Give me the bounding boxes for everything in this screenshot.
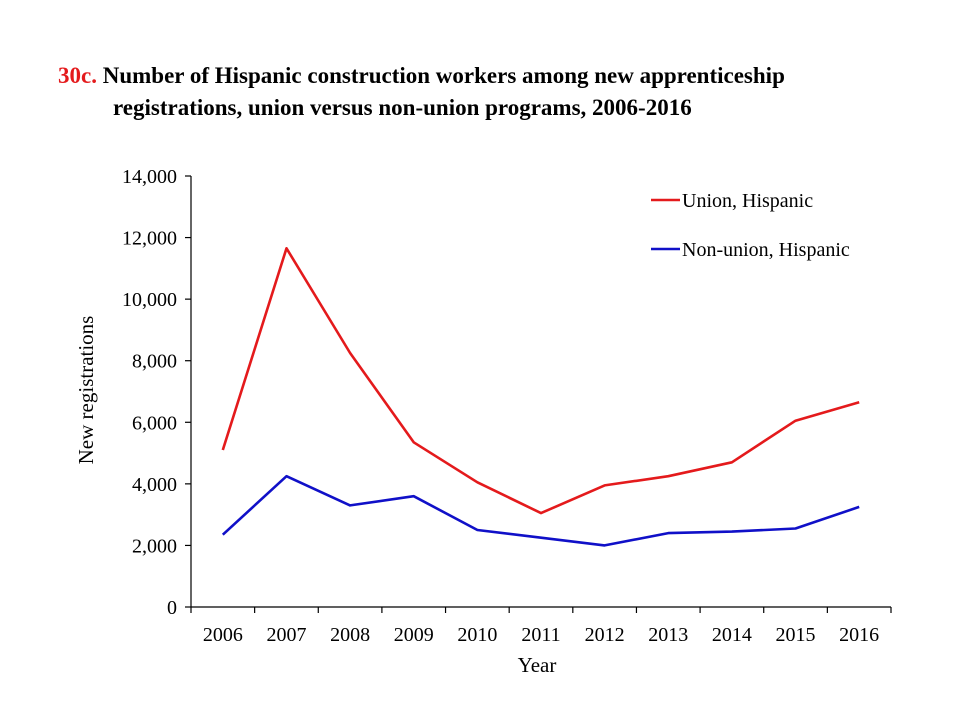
y-tick-label: 6,000 (132, 412, 177, 434)
x-tick-label: 2014 (712, 624, 752, 646)
x-tick-label: 2015 (776, 624, 816, 646)
y-tick-label: 0 (167, 597, 177, 619)
y-tick-label: 10,000 (122, 289, 177, 311)
y-tick-label: 8,000 (132, 351, 177, 373)
x-tick-label: 2008 (330, 624, 370, 646)
x-tick-label: 2009 (394, 624, 434, 646)
legend-label-1: Union, Hispanic (682, 190, 813, 212)
x-tick-label: 2010 (457, 624, 497, 646)
x-tick-label: 2016 (839, 624, 879, 646)
x-tick-label: 2012 (585, 624, 625, 646)
y-tick-label: 12,000 (122, 228, 177, 250)
series-line-2 (221, 474, 860, 547)
title-line-1: Number of Hispanic construction workers … (102, 63, 785, 88)
title-line-2: registrations, union versus non-union pr… (113, 95, 692, 120)
x-tick-label: 2006 (203, 624, 243, 646)
y-axis-label: New registrations (74, 316, 98, 465)
x-tick-label: 2013 (648, 624, 688, 646)
x-tick-label: 2011 (521, 624, 560, 646)
y-tick-label: 4,000 (132, 474, 177, 496)
figure-number: 30c. (58, 63, 97, 88)
legend: Union, Hispanic Non-union, Hispanic (651, 190, 850, 261)
series-line-1 (221, 247, 860, 515)
chart-title: 30c. Number of Hispanic construction wor… (58, 60, 938, 124)
y-tick-label: 2,000 (132, 535, 177, 557)
legend-label-2: Non-union, Hispanic (682, 239, 850, 261)
y-tick-label: 14,000 (122, 166, 177, 188)
x-tick-label: 2007 (266, 624, 306, 646)
axes: 0 2,000 4,000 6,000 8,000 10,000 12,000 14,000 2… (122, 166, 892, 646)
x-axis-label: Year (518, 653, 557, 677)
series-lines (221, 247, 860, 547)
